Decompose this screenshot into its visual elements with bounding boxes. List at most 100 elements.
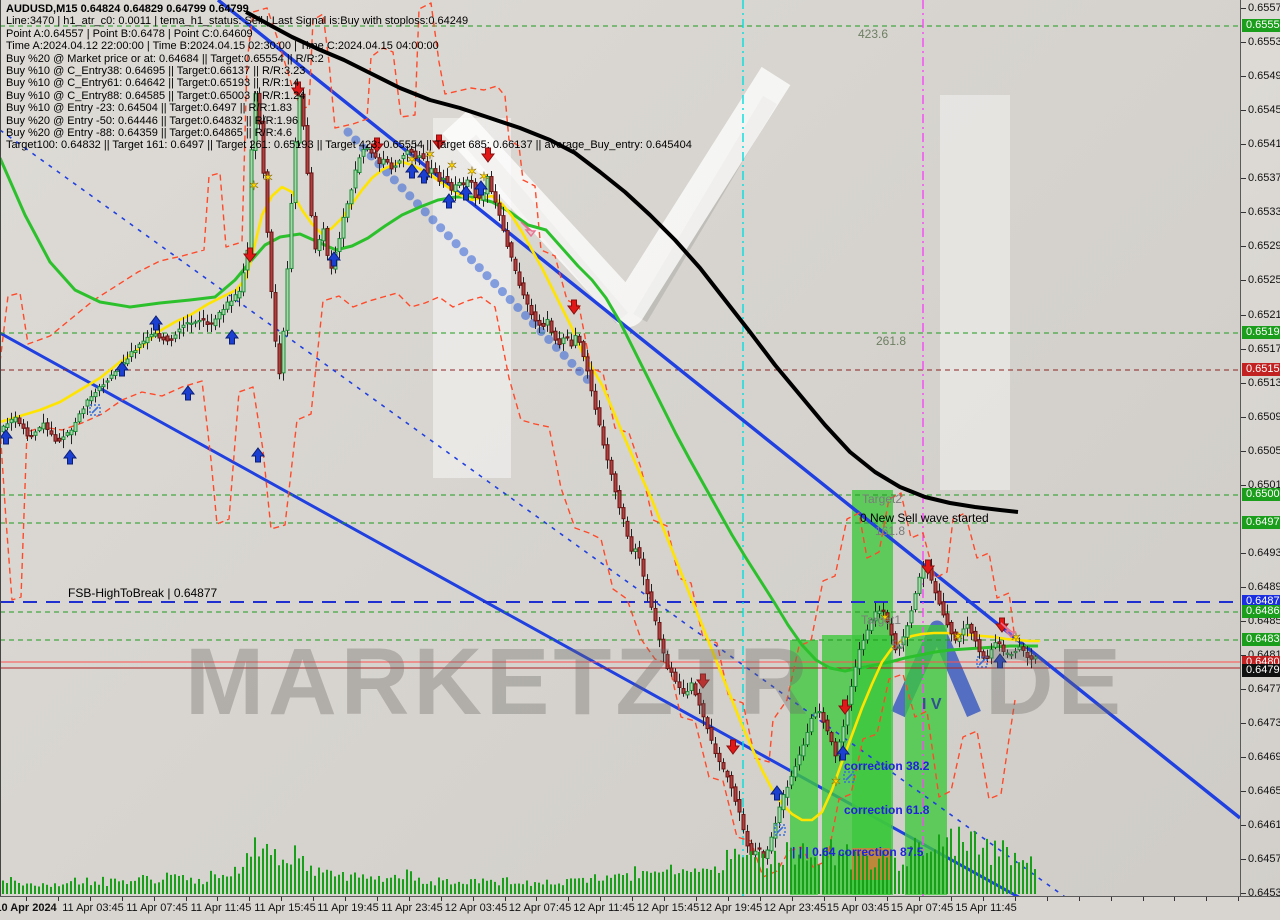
signal-arrows: ✶✶✶ ✶✶ ✶ ✶✶✶✶ ✶ (0, 81, 1022, 836)
info-line: Target100: 0.64832 || Target 161: 0.6497… (6, 139, 692, 152)
info-line: Line:3470 | h1_atr_c0: 0.0011 | tema_h1_… (6, 15, 469, 28)
info-line: Buy %20 @ Entry -50: 0.64446 || Target:0… (6, 114, 299, 127)
time-label: 12 Apr 03:45 (444, 902, 508, 914)
svg-text:✶: ✶ (263, 170, 274, 185)
target2-label: Target2 (862, 492, 903, 506)
price-tick-label: 0.65495 (1241, 70, 1280, 82)
vertical-session-lines[interactable] (742, 0, 924, 896)
price-badge: 0.65003 (1242, 488, 1280, 501)
correction-618-label: correction 61.8 (844, 803, 930, 817)
price-badge: 0.65193 (1242, 326, 1280, 339)
svg-text:✶: ✶ (447, 158, 458, 173)
info-line: Buy %20 @ Market price or at: 0.64684 ||… (6, 52, 324, 65)
svg-text:✶: ✶ (1011, 630, 1022, 645)
time-tick (632, 897, 634, 901)
correction-875-label: correction 87.5 (838, 845, 924, 859)
time-tick (1238, 897, 1240, 901)
price-badge: 0.64877 (1242, 595, 1280, 608)
time-tick (823, 897, 825, 901)
time-tick (1046, 897, 1048, 901)
info-line: Buy %20 @ Entry -88: 0.64359 || Target:0… (6, 127, 292, 140)
fib-label-161: 161.8 (875, 524, 906, 538)
price-tick-label: 0.64775 (1241, 683, 1280, 695)
info-line: Time A:2024.04.12 22:00:00 | Time B:2024… (6, 40, 439, 53)
price-badge: 0.64832 (1242, 633, 1280, 646)
time-label: 11 Apr 11:45 (190, 902, 252, 914)
time-tick (1078, 897, 1080, 901)
price-tick-label: 0.65415 (1241, 138, 1280, 150)
svg-text:✶: ✶ (880, 610, 891, 625)
info-line: Buy %10 @ C_Entry38: 0.64695 || Target:0… (6, 65, 306, 78)
time-tick (26, 897, 27, 901)
info-line: Point A:0.64557 | Point B:0.6478 | Point… (6, 27, 253, 40)
time-axis[interactable]: 10 Apr 2024 11 Apr 03:45 11 Apr 07:45 11 Ap… (0, 896, 1280, 920)
price-tick-label: 0.64895 (1241, 581, 1280, 593)
price-tick-label: 0.65255 (1241, 274, 1280, 286)
time-label: 15 Apr 07:45 (890, 902, 954, 914)
time-tick (887, 897, 889, 901)
chart-left-border (0, 0, 1, 897)
candlesticks (1, 87, 1038, 866)
price-tick-label: 0.65135 (1241, 377, 1280, 389)
info-line: Buy %10 @ Entry -23: 0.64504 || Target:0… (6, 102, 292, 115)
price-tick-label: 0.65375 (1241, 172, 1280, 184)
price-tick-label: 0.64575 (1241, 853, 1280, 865)
price-tick-label: 0.64615 (1241, 819, 1280, 831)
volume-bars (2, 826, 1036, 894)
time-tick (345, 897, 346, 901)
svg-text:✶: ✶ (479, 169, 490, 184)
horizontal-level-lines[interactable] (0, 25, 1240, 669)
trendline-main[interactable] (0, 0, 1242, 920)
time-tick (1174, 897, 1176, 901)
time-label: 15 Apr 11:45 (955, 902, 1017, 914)
price-tick-label: 0.65175 (1241, 343, 1280, 355)
svg-text:✶: ✶ (425, 147, 436, 162)
tick-count-label: | | | 0.64 (792, 845, 836, 859)
target1-label: Target1 (861, 613, 902, 627)
time-tick (249, 897, 251, 901)
watermark-text-left: MARKETZTR (185, 629, 813, 735)
price-tick-label: 0.65455 (1241, 104, 1280, 116)
price-axis[interactable]: 0.65575 0.65535 0.65495 0.65455 0.65415 0.653… (1240, 0, 1280, 899)
price-badge: 0.64799 (1242, 664, 1280, 677)
time-tick (695, 897, 697, 901)
time-tick (919, 897, 921, 901)
time-label: 11 Apr 15:45 (254, 902, 316, 914)
price-tick-label: 0.64735 (1241, 717, 1280, 729)
price-tick-label: 0.65535 (1241, 36, 1280, 48)
time-tick (376, 897, 378, 901)
time-tick (472, 897, 474, 901)
svg-text:✶: ✶ (953, 629, 964, 644)
svg-text:✶: ✶ (467, 164, 478, 179)
price-tick-label: 0.64935 (1241, 547, 1280, 559)
time-tick (440, 897, 442, 901)
time-tick (121, 897, 123, 901)
price-tick-label: 0.64655 (1241, 785, 1280, 797)
time-tick (408, 897, 410, 901)
fib-label-423: 423.6 (858, 27, 889, 41)
price-tick-label: 0.65295 (1241, 240, 1280, 252)
time-tick (153, 897, 155, 901)
time-tick (759, 897, 761, 901)
info-line: Buy %10 @ C_Entry61: 0.64642 || Target:0… (6, 77, 300, 90)
time-tick (855, 897, 857, 901)
time-tick (568, 897, 570, 901)
svg-text:✶: ✶ (249, 178, 260, 193)
info-overlay: AUDUSD,M15 0.64824 0.64829 0.64799 0.647… (6, 3, 692, 152)
time-tick (536, 897, 538, 901)
time-tick (1142, 897, 1144, 901)
time-tick (313, 897, 315, 901)
info-line: Buy %10 @ C_Entry88: 0.64585 || Target:0… (6, 89, 306, 102)
circle-chain-line (343, 127, 593, 385)
time-tick (1206, 897, 1208, 901)
price-tick-label: 0.65335 (1241, 206, 1280, 218)
time-label: 12 Apr 11:45 (573, 902, 635, 914)
time-tick (983, 897, 984, 901)
price-tick-label: 0.65095 (1241, 411, 1280, 423)
price-tick-label: 0.65575 (1241, 2, 1280, 14)
time-tick (791, 897, 793, 901)
svg-text:✶: ✶ (831, 774, 842, 789)
